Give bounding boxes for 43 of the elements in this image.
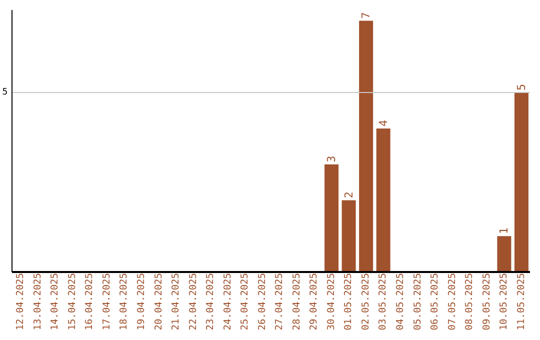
x-tick-label: 04.05.2025 (395, 273, 406, 330)
x-tick-label: 14.04.2025 (50, 273, 61, 330)
x-tick-label: 21.04.2025 (170, 273, 182, 330)
x-tick-label: 11.05.2025 (516, 273, 527, 330)
data-label: 5 (514, 84, 528, 91)
x-tick-label: 02.05.2025 (360, 273, 372, 330)
bar (514, 92, 528, 272)
x-tick-label: 23.04.2025 (205, 273, 216, 330)
data-label: 1 (498, 227, 511, 234)
ref-line-label: 5 (2, 88, 8, 98)
x-tick-label: 08.05.2025 (464, 273, 476, 330)
x-tick-label: 05.05.2025 (412, 273, 424, 330)
x-tick-label: 06.05.2025 (430, 273, 441, 330)
x-tick-label: 10.05.2025 (498, 273, 510, 330)
x-tick-label: 09.05.2025 (481, 273, 492, 330)
x-tick-label: 13.04.2025 (32, 273, 44, 330)
x-tick-label: 12.04.2025 (15, 273, 26, 330)
x-tick-label: 28.04.2025 (291, 273, 302, 330)
x-tick-label: 03.05.2025 (378, 273, 389, 330)
data-label: 4 (376, 119, 390, 126)
x-tick-label: 29.04.2025 (308, 273, 320, 330)
data-label: 2 (342, 192, 356, 198)
x-tick-label: 15.04.2025 (66, 273, 78, 330)
bar (342, 200, 356, 272)
x-tick-label: 19.04.2025 (136, 273, 147, 330)
x-tick-label: 01.05.2025 (343, 273, 354, 330)
data-label: 7 (360, 12, 373, 19)
data-label: 3 (325, 156, 338, 162)
bar (497, 236, 512, 272)
x-tick-label: 16.04.2025 (84, 273, 96, 330)
bar (324, 164, 339, 272)
x-tick-label: 25.04.2025 (240, 273, 251, 330)
bar (376, 128, 390, 272)
x-tick-label: 07.05.2025 (446, 273, 458, 330)
x-tick-label: 18.04.2025 (118, 273, 130, 330)
x-tick-label: 24.04.2025 (222, 273, 234, 330)
x-tick-label: 17.04.2025 (101, 273, 112, 330)
x-tick-label: 27.04.2025 (274, 273, 286, 330)
x-tick-label: 22.04.2025 (188, 273, 199, 330)
bar (359, 20, 374, 272)
x-tick-label: 20.04.2025 (153, 273, 164, 330)
x-tick-label: 26.04.2025 (256, 273, 268, 330)
x-tick-label: 30.04.2025 (326, 273, 337, 330)
